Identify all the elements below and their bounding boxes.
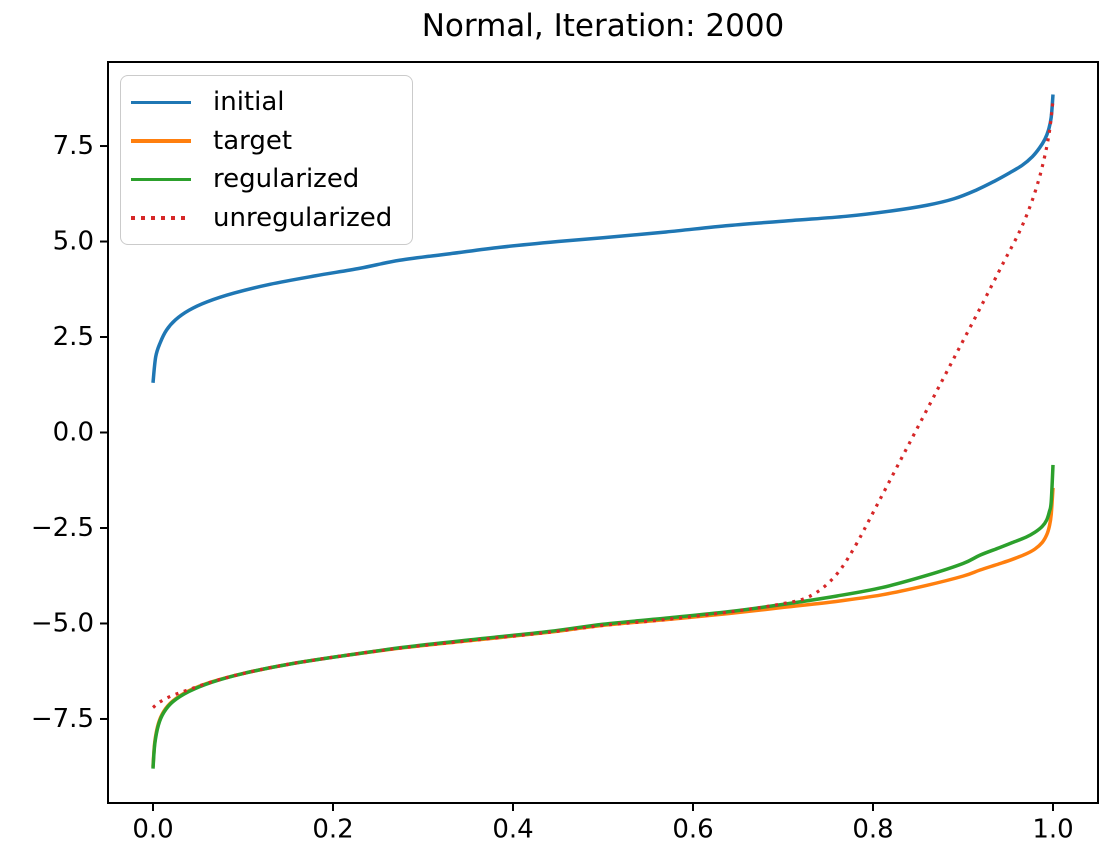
legend-label-initial: initial [213, 87, 285, 118]
legend-entry-regularized: regularized [131, 160, 402, 198]
x-tick-label: 0.4 [492, 814, 533, 844]
legend-line-sample-initial [131, 100, 191, 104]
legend: initial target regularized unregularized [120, 75, 413, 245]
legend-label-unregularized: unregularized [213, 202, 393, 233]
series-line-initial [151, 94, 1055, 384]
x-tick-label: 0.2 [312, 814, 353, 844]
chart-title: Normal, Iteration: 2000 [421, 8, 785, 44]
legend-label-target: target [213, 125, 293, 156]
legend-entry-unregularized: unregularized [131, 199, 402, 237]
series-line-regularized [151, 464, 1055, 769]
y-tick-label: 2.5 [53, 322, 94, 352]
legend-line-sample-regularized [131, 177, 191, 181]
x-tick-label: 1.0 [1032, 814, 1073, 844]
y-tick-label: 7.5 [53, 131, 94, 161]
y-tick-label: 0.0 [53, 418, 94, 448]
x-tick-label: 0.8 [852, 814, 893, 844]
legend-line-sample-target [131, 139, 191, 143]
x-axis-ticks: 0.0 0.2 0.4 0.6 0.8 1.0 [132, 803, 1074, 844]
y-axis-ticks: 7.5 5.0 2.5 0.0 −2.5 −5.0 −7.5 [31, 131, 108, 734]
y-tick-label: 5.0 [53, 227, 94, 257]
legend-entry-target: target [131, 122, 402, 160]
y-tick-label: −2.5 [31, 513, 94, 543]
legend-entry-initial: initial [131, 83, 402, 121]
y-tick-label: −7.5 [31, 704, 94, 734]
y-tick-label: −5.0 [31, 608, 94, 638]
legend-label-regularized: regularized [213, 164, 360, 195]
x-tick-label: 0.0 [132, 814, 173, 844]
series-lines [151, 94, 1055, 769]
legend-line-sample-unregularized [131, 216, 191, 220]
series-line-target [151, 487, 1055, 767]
x-tick-label: 0.6 [672, 814, 713, 844]
